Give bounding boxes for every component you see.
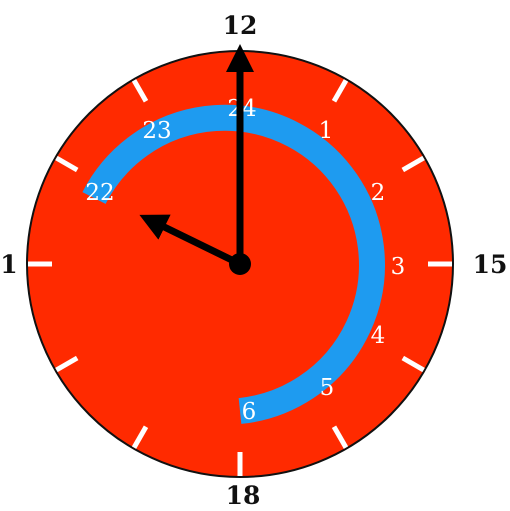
hour-tick [401, 155, 425, 173]
band-label-1: 1 [319, 118, 334, 144]
hour-tick [131, 79, 149, 103]
band-label-2: 2 [371, 180, 386, 206]
band-hour-labels: 22 23 24 1 2 3 4 5 6 [85, 96, 405, 425]
hour-tick [331, 79, 349, 103]
band-label-22: 22 [85, 180, 114, 206]
outer-label-top: 12 [223, 11, 258, 40]
outer-label-right: 15 [473, 250, 508, 279]
band-label-6: 6 [242, 399, 257, 425]
hour-tick [55, 355, 79, 373]
time-band-arc [82, 104, 385, 424]
band-label-5: 5 [320, 375, 335, 401]
band-label-23: 23 [142, 118, 171, 144]
outer-label-bottom: 18 [226, 481, 261, 510]
hour-ticks [28, 52, 452, 476]
hour-tick [131, 425, 149, 449]
hour-hand [139, 214, 242, 268]
outer-label-left: 1 [0, 250, 17, 279]
center-hub [229, 253, 251, 275]
band-label-4: 4 [371, 323, 386, 349]
hour-tick [331, 425, 349, 449]
band-label-3: 3 [391, 254, 406, 280]
hour-tick [55, 155, 79, 173]
hour-tick [401, 355, 425, 373]
